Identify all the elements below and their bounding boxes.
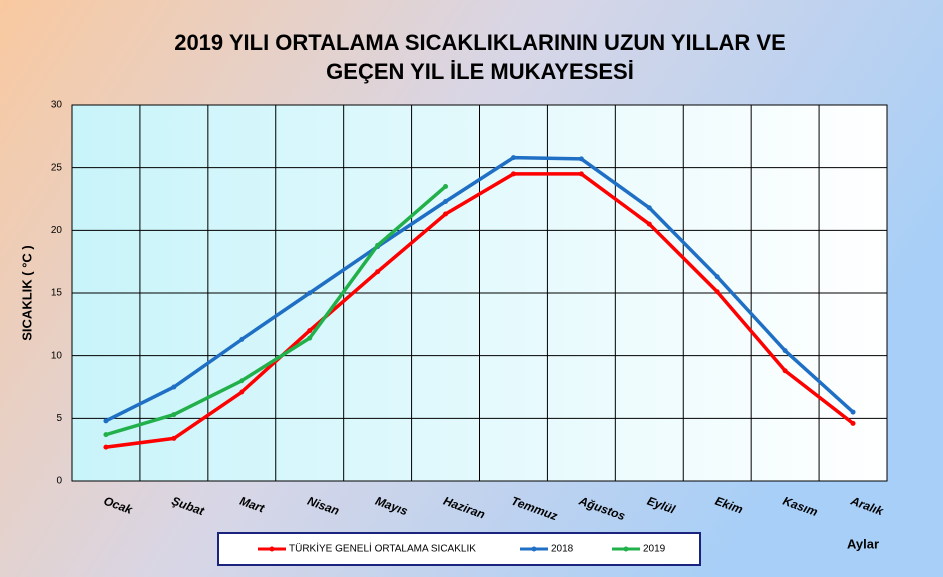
legend-label: 2019 xyxy=(643,544,666,555)
point xyxy=(239,389,245,395)
point xyxy=(578,156,584,162)
x-axis-label: Aylar xyxy=(847,536,879,551)
plot-border xyxy=(71,104,888,482)
point xyxy=(850,420,856,426)
point xyxy=(239,336,245,342)
point xyxy=(646,221,652,227)
point xyxy=(443,211,449,217)
point xyxy=(443,199,449,205)
point xyxy=(307,290,313,296)
point xyxy=(307,335,313,341)
series-line xyxy=(105,172,855,449)
point xyxy=(782,368,788,374)
point xyxy=(375,269,381,275)
point xyxy=(714,274,720,280)
point xyxy=(239,378,245,384)
legend-marker xyxy=(623,546,629,552)
point xyxy=(307,328,313,334)
point xyxy=(103,418,109,424)
chart-title: GEÇEN YIL İLE MUKAYESESİ xyxy=(326,59,634,84)
point xyxy=(510,171,516,177)
point xyxy=(782,348,788,354)
point xyxy=(103,444,109,450)
y-tick-label: 15 xyxy=(51,288,63,299)
series-line xyxy=(105,155,855,423)
chart-title: 2019 YILI ORTALAMA SICAKLIKLARININ UZUN … xyxy=(174,30,786,55)
legend-marker xyxy=(269,546,275,552)
point xyxy=(646,205,652,211)
point xyxy=(171,412,177,418)
point xyxy=(510,155,516,161)
legend-label: TÜRKİYE GENELİ ORTALAMA SICAKLIK xyxy=(289,542,476,555)
y-tick-label: 0 xyxy=(56,476,62,487)
legend-label: 2018 xyxy=(551,544,574,555)
y-tick-label: 30 xyxy=(51,100,63,111)
point xyxy=(171,384,177,390)
y-tick-label: 5 xyxy=(56,413,62,424)
y-tick-label: 25 xyxy=(51,162,63,173)
point xyxy=(714,289,720,295)
y-tick-label: 10 xyxy=(51,350,63,361)
y-axis-label: SICAKLIK ( °C ) xyxy=(19,245,34,340)
point xyxy=(578,171,584,177)
point xyxy=(443,183,449,189)
point xyxy=(375,242,381,248)
point xyxy=(103,432,109,438)
y-tick-label: 20 xyxy=(51,225,63,236)
series-line xyxy=(105,185,447,437)
point xyxy=(171,435,177,441)
legend-marker xyxy=(531,546,537,552)
point xyxy=(850,409,856,415)
